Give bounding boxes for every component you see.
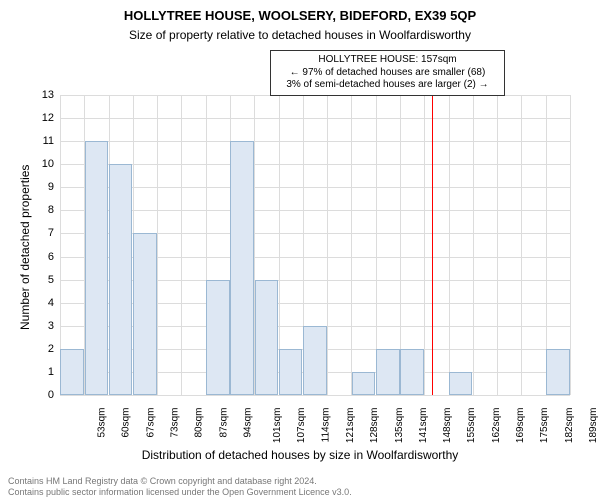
x-tick-label: 80sqm xyxy=(194,408,205,438)
chart-subtitle: Size of property relative to detached ho… xyxy=(0,28,600,42)
histogram-bar xyxy=(109,164,132,395)
histogram-bar xyxy=(400,349,423,395)
y-tick-label: 11 xyxy=(43,135,54,147)
x-tick-label: 162sqm xyxy=(491,408,502,444)
annotation-line-2: ← 97% of detached houses are smaller (68… xyxy=(277,67,498,80)
y-tick-label: 5 xyxy=(48,274,54,286)
x-axis-label: Distribution of detached houses by size … xyxy=(0,448,600,462)
x-tick-label: 141sqm xyxy=(418,408,429,444)
y-tick-label: 10 xyxy=(42,158,54,170)
x-tick-label: 87sqm xyxy=(218,408,229,438)
grid-line-horizontal xyxy=(60,141,570,142)
grid-line-vertical xyxy=(449,95,450,395)
histogram-bar xyxy=(279,349,302,395)
histogram-bar xyxy=(230,141,253,395)
y-tick-label: 1 xyxy=(48,366,54,378)
grid-line-horizontal xyxy=(60,164,570,165)
footer-line-2: Contains public sector information licen… xyxy=(8,487,352,498)
histogram-bar xyxy=(206,280,229,395)
histogram-bar xyxy=(449,372,472,395)
x-tick-label: 175sqm xyxy=(539,408,550,444)
y-tick-label: 0 xyxy=(48,389,54,401)
y-tick-label: 4 xyxy=(48,297,54,309)
x-tick-label: 169sqm xyxy=(515,408,526,444)
grid-line-vertical xyxy=(157,95,158,395)
x-tick-label: 121sqm xyxy=(345,408,356,444)
grid-line-horizontal xyxy=(60,395,570,396)
grid-line-horizontal xyxy=(60,210,570,211)
histogram-bar xyxy=(303,326,326,395)
y-tick-label: 3 xyxy=(48,320,54,332)
grid-line-vertical xyxy=(521,95,522,395)
annotation-line-1: HOLLYTREE HOUSE: 157sqm xyxy=(277,54,498,67)
y-tick-label: 7 xyxy=(48,227,54,239)
footer-attribution: Contains HM Land Registry data © Crown c… xyxy=(8,476,352,498)
chart-title: HOLLYTREE HOUSE, WOOLSERY, BIDEFORD, EX3… xyxy=(0,8,600,23)
footer-line-1: Contains HM Land Registry data © Crown c… xyxy=(8,476,352,487)
annotation-line-3: 3% of semi-detached houses are larger (2… xyxy=(277,79,498,92)
y-axis-label: Number of detached properties xyxy=(18,165,32,330)
x-tick-label: 135sqm xyxy=(394,408,405,444)
grid-line-vertical xyxy=(327,95,328,395)
x-tick-label: 128sqm xyxy=(369,408,380,444)
chart-container: { "chart": { "type": "histogram", "title… xyxy=(0,0,600,500)
x-tick-label: 114sqm xyxy=(320,408,331,443)
grid-line-horizontal xyxy=(60,118,570,119)
grid-line-vertical xyxy=(570,95,571,395)
x-tick-label: 67sqm xyxy=(145,408,156,438)
x-tick-label: 101sqm xyxy=(272,408,283,444)
x-tick-label: 189sqm xyxy=(588,408,599,444)
y-tick-label: 8 xyxy=(48,204,54,216)
grid-line-vertical xyxy=(351,95,352,395)
x-tick-label: 148sqm xyxy=(442,408,453,444)
histogram-bar xyxy=(376,349,399,395)
histogram-bar xyxy=(60,349,83,395)
grid-line-vertical xyxy=(181,95,182,395)
histogram-bar xyxy=(85,141,108,395)
plot-area xyxy=(60,95,570,395)
x-tick-label: 73sqm xyxy=(170,408,181,438)
x-tick-label: 155sqm xyxy=(467,408,478,444)
y-tick-label: 2 xyxy=(48,343,54,355)
grid-line-vertical xyxy=(473,95,474,395)
y-tick-label: 12 xyxy=(42,112,54,124)
histogram-bar xyxy=(255,280,278,395)
annotation-box: HOLLYTREE HOUSE: 157sqm ← 97% of detache… xyxy=(270,50,505,96)
y-tick-label: 9 xyxy=(48,181,54,193)
x-tick-label: 182sqm xyxy=(564,408,575,444)
y-tick-label: 13 xyxy=(42,89,54,101)
grid-line-vertical xyxy=(497,95,498,395)
histogram-bar xyxy=(352,372,375,395)
grid-line-horizontal xyxy=(60,187,570,188)
x-tick-label: 60sqm xyxy=(121,408,132,438)
y-tick-label: 6 xyxy=(48,251,54,263)
histogram-bar xyxy=(133,233,156,395)
histogram-bar xyxy=(546,349,569,395)
x-tick-label: 94sqm xyxy=(242,408,253,438)
grid-line-vertical xyxy=(424,95,425,395)
marker-line xyxy=(432,95,433,395)
x-tick-label: 53sqm xyxy=(97,408,108,438)
x-tick-label: 107sqm xyxy=(297,408,308,444)
